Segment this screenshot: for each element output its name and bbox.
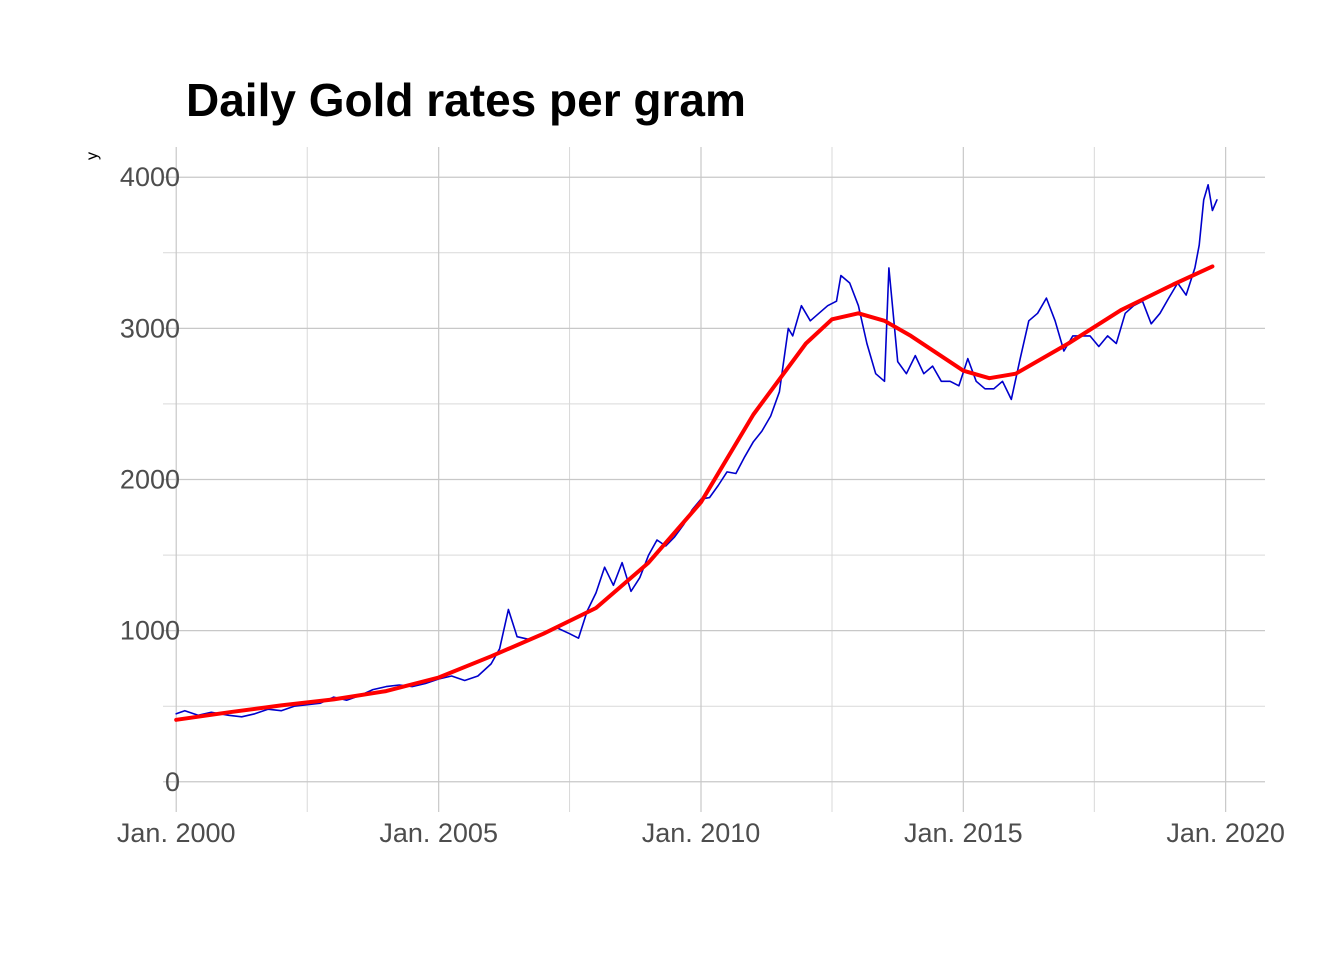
- x-tick-labels: Jan. 2000 Jan. 2005 Jan. 2010 Jan. 2015 Jan.…: [117, 818, 1285, 848]
- chart-title: Daily Gold rates per gram: [186, 74, 746, 126]
- x-tick-label: Jan. 2015: [904, 818, 1023, 848]
- trend-line: [174, 264, 1215, 722]
- x-tick-label: Jan. 2005: [379, 818, 498, 848]
- daily-rate-line: [175, 184, 1218, 718]
- series-layer: [174, 184, 1218, 722]
- y-tick-label: 0: [165, 767, 180, 797]
- x-tick-label: Jan. 2010: [642, 818, 761, 848]
- y-tick-label: 1000: [120, 616, 180, 646]
- y-axis-label: y: [84, 152, 101, 160]
- y-tick-label: 2000: [120, 465, 180, 495]
- y-tick-label: 4000: [120, 162, 180, 192]
- y-tick-label: 3000: [120, 313, 180, 343]
- x-tick-label: Jan. 2020: [1166, 818, 1285, 848]
- x-tick-label: Jan. 2000: [117, 818, 236, 848]
- major-gridlines: [163, 147, 1265, 812]
- y-tick-labels: 0 1000 2000 3000 4000: [120, 162, 180, 797]
